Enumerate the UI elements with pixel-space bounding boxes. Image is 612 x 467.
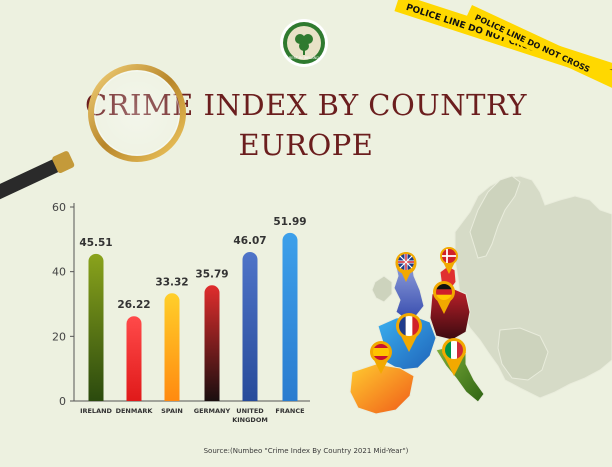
y-tick-label: 60 [52, 201, 66, 214]
bar-value-label: 33.32 [155, 276, 188, 288]
best-in-ireland-logo [280, 19, 328, 67]
map-spain [349, 363, 415, 415]
chart-bars [88, 232, 298, 401]
bar-value-label: 45.51 [79, 237, 112, 249]
pin-france [396, 313, 422, 352]
bar-denmark [126, 316, 142, 401]
bar-value-label: 46.07 [233, 235, 266, 247]
y-tick-label: 20 [52, 330, 66, 343]
page-title-line2: EUROPE [238, 128, 374, 162]
pin-denmark [440, 247, 458, 274]
map-balkans [497, 327, 549, 381]
map-ireland [371, 275, 393, 303]
pin-united-kingdom [395, 252, 417, 282]
x-tick-label: KINGDOM [232, 416, 268, 424]
bar-germany [204, 285, 220, 401]
bar-spain [164, 293, 180, 401]
bar-value-label: 51.99 [273, 216, 306, 228]
pin-germany [433, 281, 455, 314]
y-tick-label: 0 [59, 395, 66, 408]
bar-ireland [88, 253, 104, 401]
bar-value-label: 26.22 [117, 299, 150, 311]
chart-axis: 0 20 40 60 [52, 201, 310, 408]
source-note: Source:(Numbeo "Crime Index By Country 2… [203, 447, 409, 455]
x-tick-label: FRANCE [275, 407, 304, 415]
x-tick-label: DENMARK [116, 407, 154, 415]
bar-united-kingdom [242, 252, 258, 401]
bar-france [282, 232, 298, 401]
x-tick-label: SPAIN [161, 407, 183, 415]
y-tick-label: 40 [52, 266, 66, 279]
logo-text: BEST IN IRELAND [288, 56, 320, 60]
pin-spain [370, 341, 392, 374]
bar-value-label: 35.79 [195, 268, 228, 280]
map-scandinavia [469, 175, 521, 259]
x-tick-label: IRELAND [80, 407, 112, 415]
x-tick-label: UNITED [236, 407, 264, 415]
pin-italy [442, 338, 466, 376]
chart-labels: 45.51 IRELAND 26.22 DENMARK 33.32 SPAIN 35.79 G… [79, 216, 306, 424]
x-tick-label: GERMANY [194, 407, 231, 415]
